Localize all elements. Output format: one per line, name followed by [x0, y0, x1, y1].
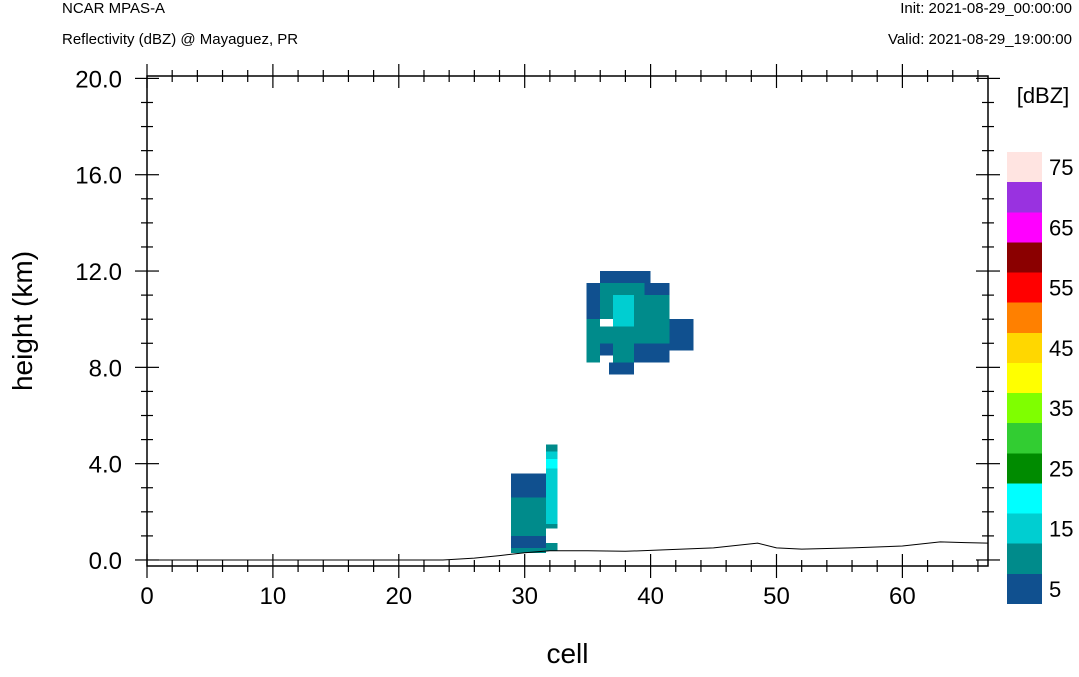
colorbar-label: 45: [1049, 336, 1073, 361]
colorbar-swatch-65: [1007, 212, 1042, 243]
reflectivity-cell-22: [600, 343, 613, 356]
colorbar-swatch-30: [1007, 423, 1042, 454]
colorbar-swatch-75: [1007, 152, 1042, 183]
terrain-line: [147, 541, 989, 561]
plot-frame: [146, 75, 989, 567]
colorbar-label: 5: [1049, 577, 1061, 602]
reflectivity-cell-6: [546, 451, 558, 459]
axis-ticks: [135, 64, 1000, 578]
colorbar-labels: 5 15 25 35 45 55 65 75: [1049, 155, 1073, 602]
valid-time: Valid: 2021-08-29_19:00:00: [887, 31, 1072, 48]
reflectivity-cell-14: [612, 283, 645, 296]
terrain-layer: [147, 541, 989, 561]
colorbar-swatch-5: [1007, 573, 1042, 604]
x-tick-label: 20: [385, 583, 412, 610]
colorbar-label: 55: [1049, 276, 1073, 301]
y-tick-label: 12.0: [75, 259, 122, 286]
reflectivity-cell-24: [634, 343, 670, 363]
reflectivity-cell-3: [510, 535, 547, 548]
reflectivity-cells: [510, 271, 694, 553]
colorbar-label: 35: [1049, 396, 1073, 421]
x-tick-label: 50: [763, 583, 790, 610]
reflectivity-cell-23: [612, 343, 635, 363]
colorbar-swatch-10: [1007, 543, 1042, 574]
y-tick-label: 20.0: [75, 66, 122, 93]
colorbar-swatch-35: [1007, 393, 1042, 424]
x-axis-title: cell: [546, 638, 588, 669]
y-tick-label: 8.0: [89, 355, 122, 382]
reflectivity-cell-18: [634, 307, 670, 344]
y-tick-label: 4.0: [89, 452, 122, 479]
reflectivity-cell-17: [634, 295, 670, 308]
x-axis-tick-labels: 0 10 20 30 40 50 60: [140, 583, 915, 610]
reflectivity-cell-21: [600, 326, 635, 344]
colorbar-unit: [dBZ]: [1017, 83, 1070, 108]
colorbar-swatch-40: [1007, 362, 1042, 394]
colorbar-swatch-25: [1007, 453, 1042, 484]
colorbar-swatch-45: [1007, 332, 1042, 363]
y-tick-label: 0.0: [89, 548, 122, 575]
reflectivity-cell-9: [546, 523, 558, 529]
x-tick-label: 30: [511, 583, 538, 610]
colorbar-label: 15: [1049, 517, 1073, 542]
reflectivity-cell-25: [609, 362, 635, 375]
reflectivity-cell-16: [612, 295, 635, 327]
reflectivity-cell-10: [546, 543, 558, 551]
colorbar-swatch-70: [1007, 182, 1042, 213]
model-name: NCAR MPAS-A: [62, 0, 166, 17]
colorbar-label: 25: [1049, 456, 1073, 481]
colorbar-swatch-60: [1007, 242, 1042, 273]
colorbar-swatch-50: [1007, 302, 1042, 333]
x-tick-label: 40: [637, 583, 664, 610]
reflectivity-cell-4: [510, 547, 547, 553]
reflectivity-cell-7: [546, 458, 558, 469]
plot-subtitle: Reflectivity (dBZ) @ Mayaguez, PR: [62, 31, 299, 48]
colorbar-swatch-55: [1007, 272, 1042, 303]
colorbar-label: 75: [1049, 155, 1073, 180]
reflectivity-cell-12: [586, 283, 601, 320]
reflectivity-cell-2: [510, 497, 547, 536]
y-axis-title: height (km): [7, 251, 38, 391]
init-time: Init: 2021-08-29_00:00:00: [900, 0, 1072, 17]
reflectivity-cell-1: [510, 485, 547, 498]
y-axis-tick-labels: 0.0 4.0 8.0 12.0 16.0 20.0: [75, 66, 122, 575]
x-tick-label: 60: [889, 583, 916, 610]
colorbar-swatch-20: [1007, 483, 1042, 514]
reflectivity-cell-19: [669, 319, 694, 351]
colorbar: [1007, 152, 1042, 604]
x-tick-label: 10: [260, 583, 287, 610]
y-tick-label: 16.0: [75, 163, 122, 190]
reflectivity-cell-0: [510, 473, 547, 486]
colorbar-label: 65: [1049, 215, 1073, 240]
reflectivity-cell-13: [600, 283, 613, 320]
x-tick-label: 0: [140, 583, 153, 610]
reflectivity-cell-20: [586, 319, 601, 363]
colorbar-swatch-15: [1007, 513, 1042, 544]
reflectivity-cell-15: [644, 283, 670, 296]
reflectivity-cell-11: [600, 271, 651, 284]
reflectivity-cell-5: [546, 444, 558, 452]
reflectivity-cell-8: [546, 468, 558, 524]
